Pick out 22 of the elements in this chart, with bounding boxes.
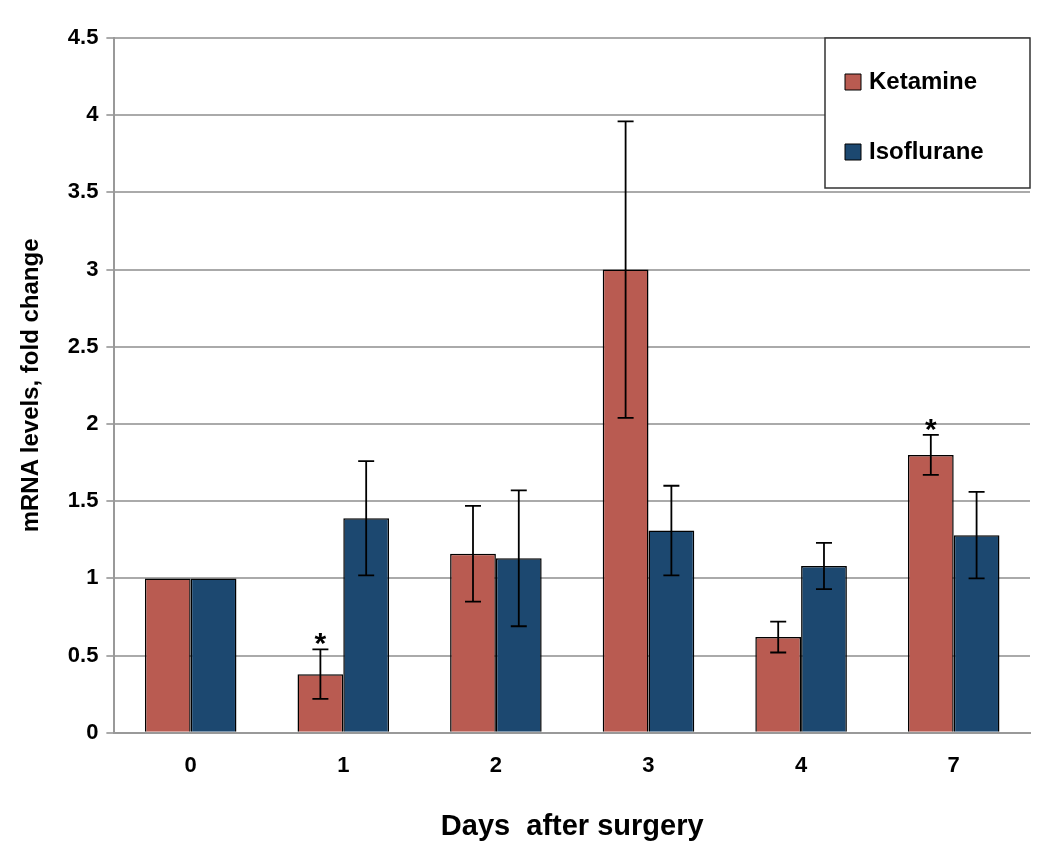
annotation: * xyxy=(924,411,937,445)
y-tick-label: 4 xyxy=(86,101,100,127)
y-tick-label: 2.5 xyxy=(67,332,99,358)
x-tick-label: 0 xyxy=(184,752,197,778)
y-axis-title: mRNA levels, fold change xyxy=(16,238,44,533)
x-tick-label: 3 xyxy=(642,752,655,778)
y-tick-label: 2 xyxy=(86,410,99,436)
x-tick-label: 2 xyxy=(489,752,503,778)
legend-label: Ketamine xyxy=(869,66,978,94)
y-tick-label: 1.5 xyxy=(67,487,99,513)
y-tick-label: 3.5 xyxy=(67,178,99,204)
y-tick-label: 0.5 xyxy=(67,641,99,667)
annotation: * xyxy=(314,626,327,660)
y-tick-label: 0 xyxy=(86,718,99,744)
y-tick-label: 1 xyxy=(86,564,99,590)
y-tick-label: 3 xyxy=(86,255,99,281)
legend-label: Isoflurane xyxy=(869,136,984,164)
x-tick-label: 4 xyxy=(794,752,808,778)
x-tick-label: 7 xyxy=(947,752,960,778)
y-tick-label: 4.5 xyxy=(67,24,99,50)
x-axis-title: Days after surgery xyxy=(440,808,704,841)
x-tick-label: 1 xyxy=(337,752,350,778)
